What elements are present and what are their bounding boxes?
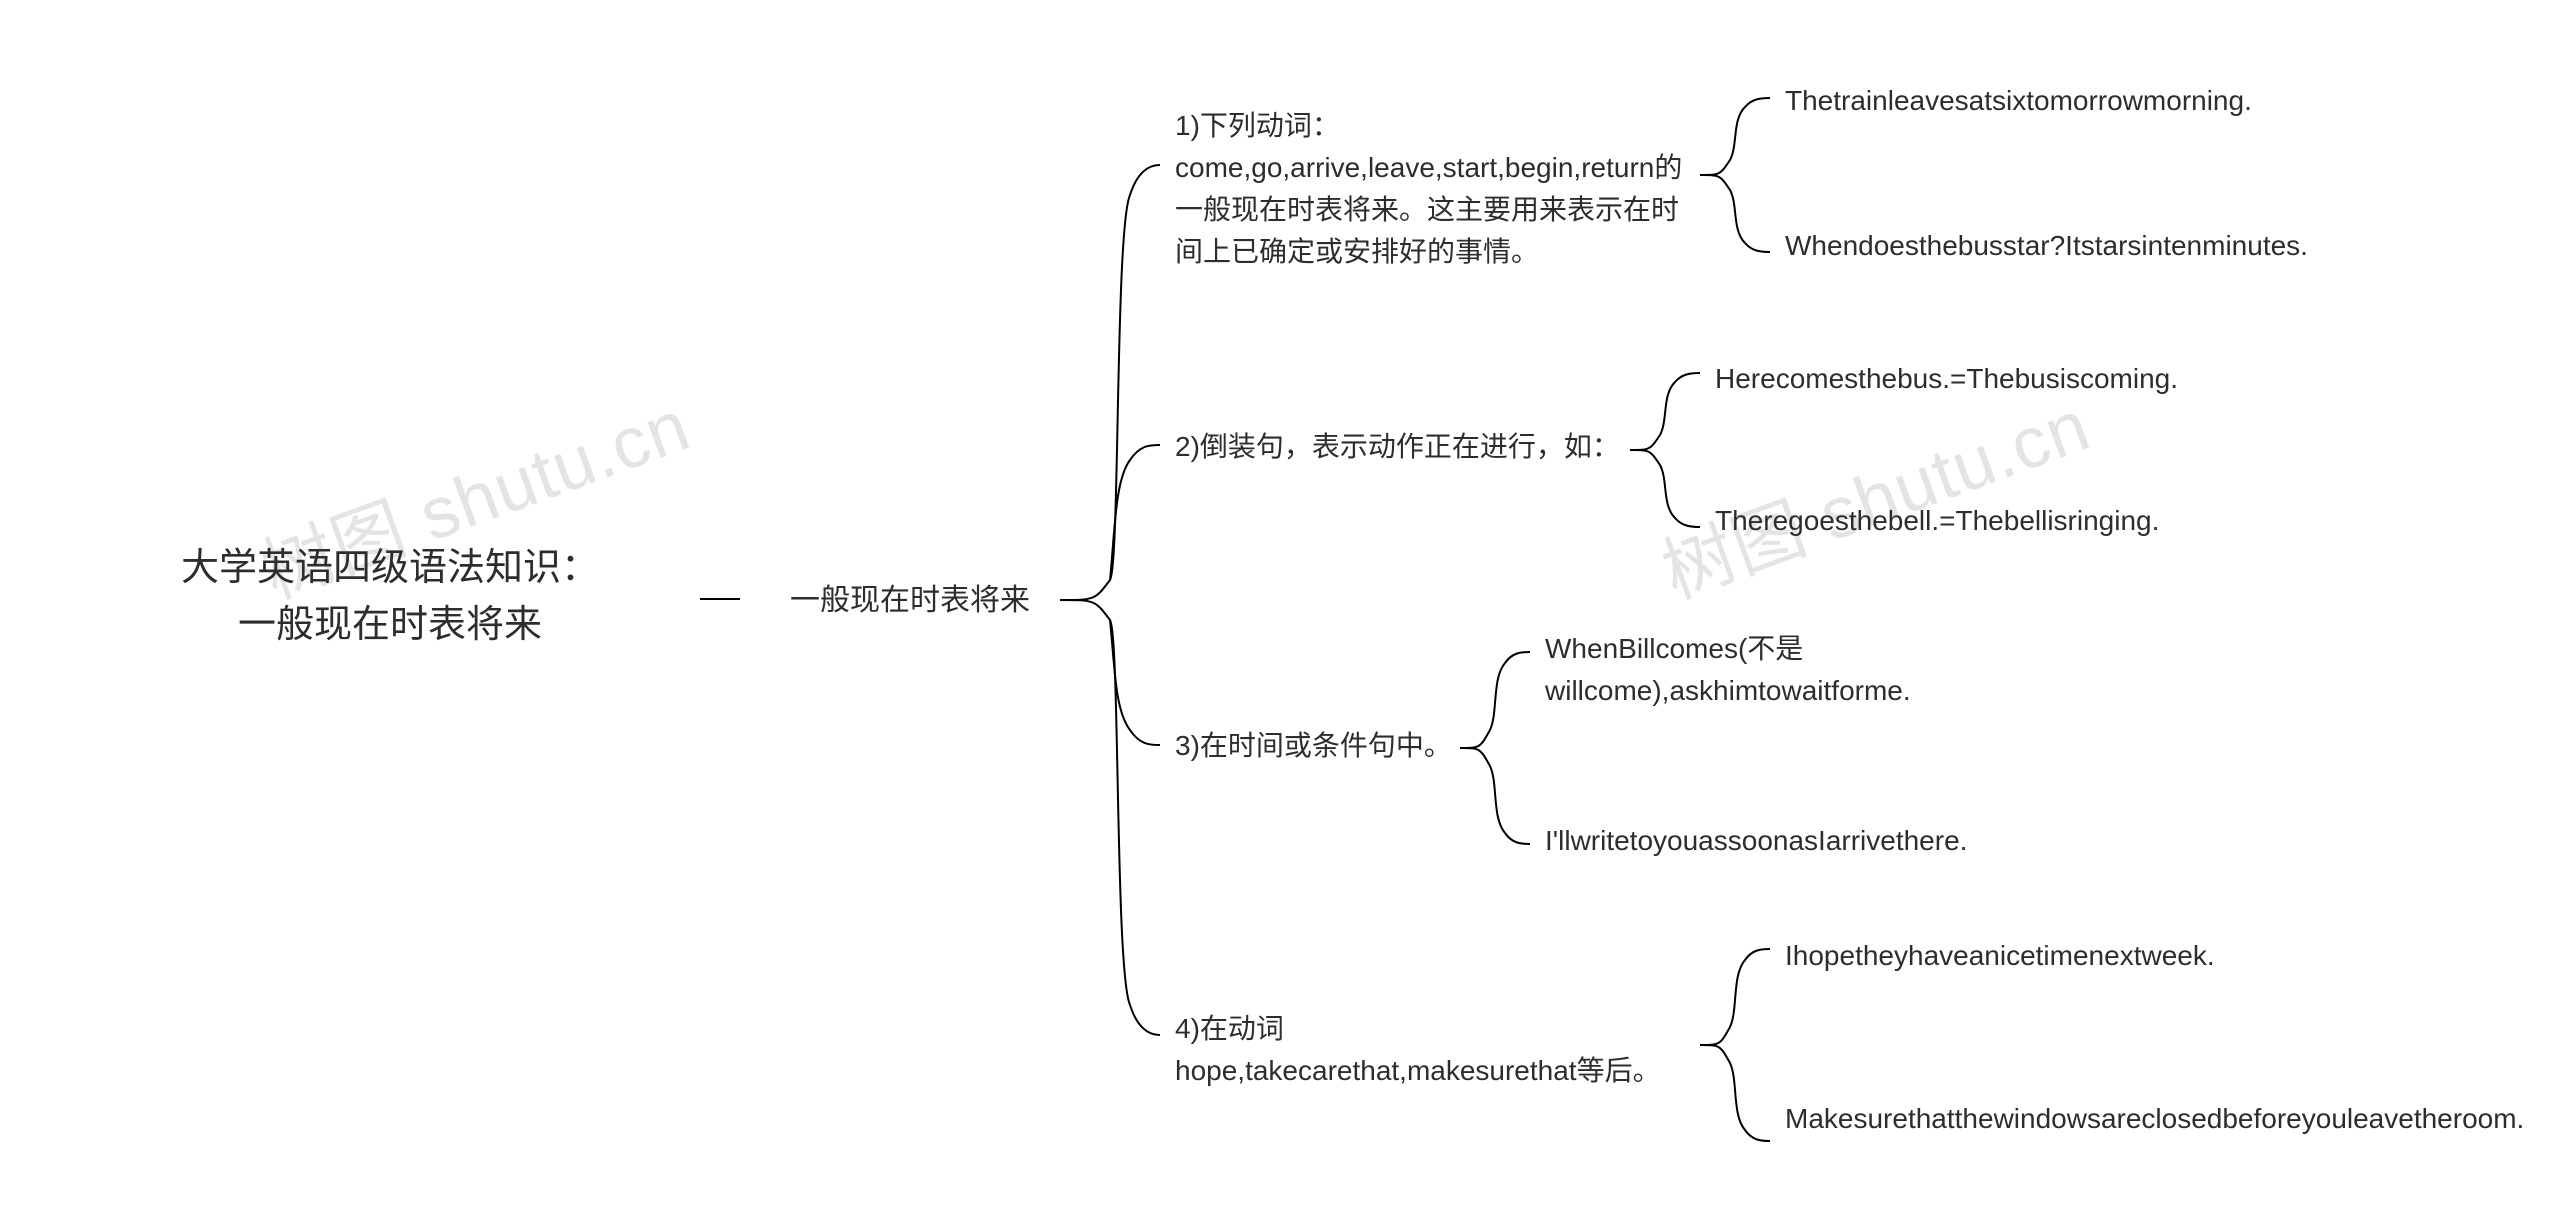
root-line2: 一般现在时表将来	[130, 597, 650, 654]
bracket-b1	[1700, 95, 1770, 255]
mindmap-canvas: 树图 shutu.cn 树图 shutu.cn 大学英语四级语法知识： 一般现在…	[0, 0, 2560, 1223]
connector-root-l1	[700, 598, 740, 600]
branch-2: 2)倒装句，表示动作正在进行，如：	[1175, 426, 1685, 468]
root-line1: 大学英语四级语法知识：	[130, 540, 650, 597]
branch-3-child-2: I'llwritetoyouassoonasIarrivethere.	[1545, 820, 2075, 862]
bracket-b2	[1630, 370, 1700, 530]
bracket-b3	[1460, 648, 1530, 848]
bracket-b4	[1700, 945, 1770, 1145]
root-node: 大学英语四级语法知识： 一般现在时表将来	[130, 540, 650, 654]
branch-2-child-2: Theregoesthebell.=Thebellisringing.	[1715, 500, 2245, 542]
branch-2-child-1: Herecomesthebus.=Thebusiscoming.	[1715, 358, 2245, 400]
branch-4-child-2: Makesurethatthewindowsareclosedbeforeyou…	[1785, 1098, 2315, 1140]
level1-node: 一般现在时表将来	[790, 578, 1030, 623]
branch-1-child-1: Thetrainleavesatsixtomorrowmorning.	[1785, 80, 2315, 122]
branch-3-child-1: WhenBillcomes(不是willcome),askhimtowaitfo…	[1545, 628, 2075, 712]
branch-1: 1)下列动词：come,go,arrive,leave,start,begin,…	[1175, 105, 1685, 273]
branch-1-child-2: Whendoesthebusstar?Itstarsintenminutes.	[1785, 225, 2315, 267]
branch-4: 4)在动词hope,takecarethat,makesurethat等后。	[1175, 1008, 1685, 1092]
branch-3: 3)在时间或条件句中。	[1175, 725, 1685, 767]
watermark-2: 树图 shutu.cn	[1646, 367, 2102, 619]
bracket-main	[1060, 150, 1160, 1050]
branch-4-child-1: Ihopetheyhaveanicetimenextweek.	[1785, 935, 2315, 977]
